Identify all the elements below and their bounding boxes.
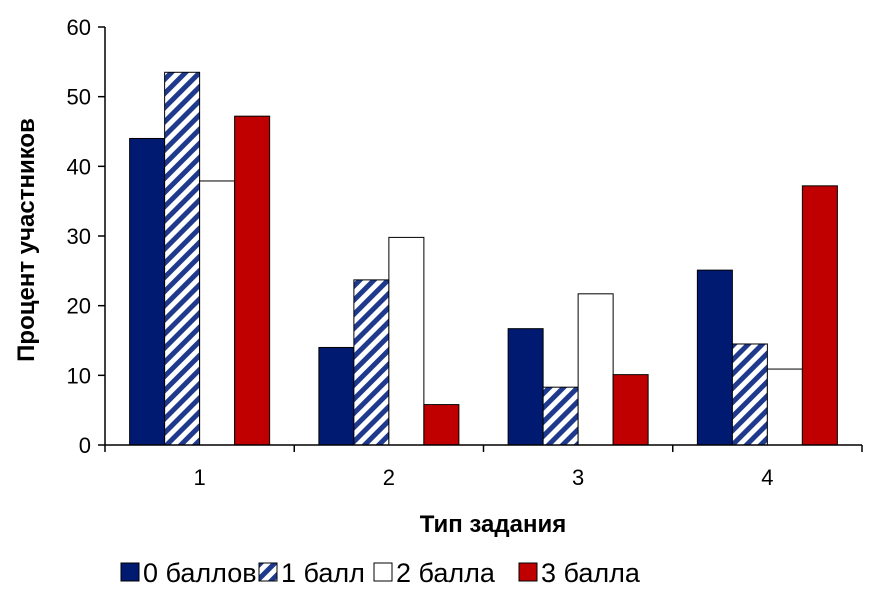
legend-label: 3 балла [541,558,641,588]
bar-series-1-cat-2 [353,279,390,446]
x-axis-title: Тип задания [420,511,566,538]
bar-series-3-cat-1 [234,115,271,446]
bars-layer [129,71,838,446]
bar-series-1-cat-1 [164,71,201,446]
x-tick-label: 1 [194,465,206,490]
ticks-layer: 0 10 20 30 40 50 60 1 2 3 4 [67,15,863,490]
x-tick-label: 4 [761,465,773,490]
x-tick-label: 2 [383,465,395,490]
bar-series-0-cat-1 [129,137,166,446]
legend-swatch [518,562,538,582]
bar-series-3-cat-4 [801,185,838,446]
legend: 0 баллов 1 балл 2 балла 3 балла [120,558,641,588]
legend-swatch [373,562,393,582]
bar-series-2-cat-4 [766,368,803,446]
legend-label: 2 балла [396,558,496,588]
y-tick-label: 0 [79,433,91,458]
legend-label: 1 балл [281,558,365,588]
legend-label: 0 баллов [143,558,257,588]
bar-series-2-cat-2 [388,236,425,446]
bar-series-0-cat-4 [696,269,733,446]
y-tick-label: 50 [67,85,91,110]
legend-swatch [120,562,140,582]
y-tick-label: 60 [67,15,91,40]
bar-series-1-cat-3 [542,386,579,446]
x-tick-label: 3 [572,465,584,490]
bar-series-3-cat-2 [423,404,460,446]
bar-series-0-cat-3 [507,328,544,446]
y-tick-label: 30 [67,224,91,249]
legend-swatch [258,562,278,582]
bar-series-2-cat-3 [577,293,614,446]
y-axis-title: Процент участников [13,118,40,362]
bar-series-3-cat-3 [612,374,649,446]
y-tick-label: 20 [67,294,91,319]
y-tick-label: 40 [67,154,91,179]
bar-series-2-cat-1 [199,180,236,446]
bar-series-1-cat-4 [731,343,768,446]
bar-series-0-cat-2 [318,346,355,446]
y-tick-label: 10 [67,363,91,388]
